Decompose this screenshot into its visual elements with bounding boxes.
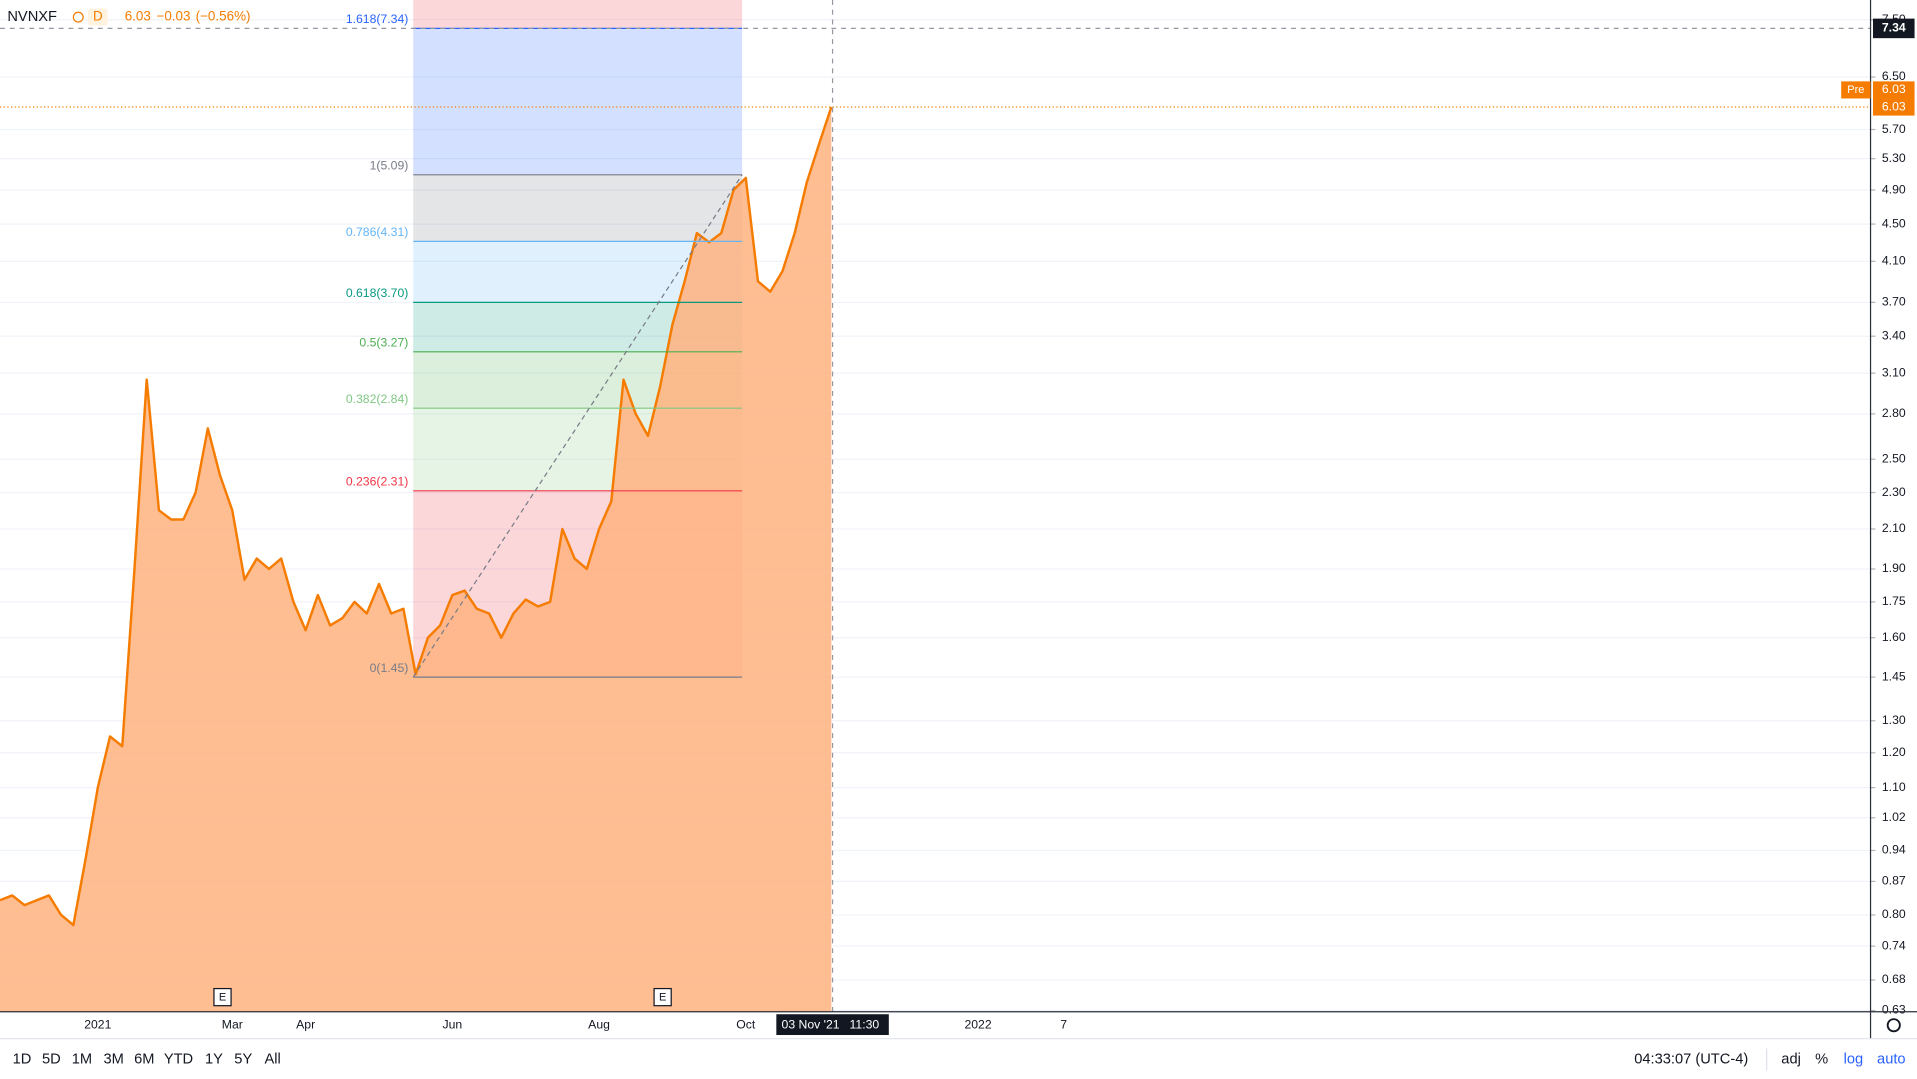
fib-level-label: 0(1.45) xyxy=(370,661,409,675)
y-tick-label: 4.90 xyxy=(1882,182,1906,196)
range-button[interactable]: 5D xyxy=(42,1051,61,1067)
header-change-pct: (−0.56%) xyxy=(196,9,251,24)
y-tick-label: 0.68 xyxy=(1882,972,1906,986)
pre-price-box xyxy=(1872,81,1915,99)
y-tick-label: 1.45 xyxy=(1882,669,1906,683)
y-tick-label: 1.30 xyxy=(1882,713,1906,727)
last-price-box xyxy=(1872,98,1915,116)
y-tick-label: 1.60 xyxy=(1882,630,1906,644)
y-tick-label: 1.20 xyxy=(1882,745,1906,759)
y-tick-label: 5.30 xyxy=(1882,151,1906,165)
fib-level-label: 1(5.09) xyxy=(370,158,409,172)
fib-level-label: 1.618(7.34) xyxy=(346,12,409,26)
y-tick-label: 2.30 xyxy=(1882,485,1906,499)
y-tick-label: 5.70 xyxy=(1882,122,1906,136)
y-tick-label: 3.40 xyxy=(1882,328,1906,342)
crosshair-time: 11:30 xyxy=(850,1017,880,1031)
y-tick-label: 3.70 xyxy=(1882,295,1906,309)
fib-level-label: 0.236(2.31) xyxy=(346,475,409,489)
y-tick-label: 2.50 xyxy=(1882,451,1906,465)
header-change: −0.03 xyxy=(156,9,190,24)
range-button[interactable]: 5Y xyxy=(234,1051,252,1067)
y-tick-label: 4.50 xyxy=(1882,216,1906,230)
fib-level-label: 0.618(3.70) xyxy=(346,286,409,300)
clock: 04:33:07 (UTC-4) xyxy=(1634,1051,1748,1067)
crosshair-time-box xyxy=(776,1014,889,1036)
x-tick-label: Aug xyxy=(588,1017,610,1031)
y-tick-label: 4.10 xyxy=(1882,254,1906,268)
area-fill xyxy=(0,107,832,1012)
y-tick-label: 1.75 xyxy=(1882,594,1906,608)
range-button[interactable]: 1M xyxy=(72,1051,92,1067)
y-tick-label: 0.63 xyxy=(1882,1003,1906,1017)
pre-price-label: 6.03 xyxy=(1882,82,1906,96)
pre-tag-label: Pre xyxy=(1847,84,1864,96)
header-price: 6.03 xyxy=(125,9,151,24)
symbol: NVNXF xyxy=(7,9,57,25)
x-tick-label: Jun xyxy=(442,1017,462,1031)
crosshair-date: 03 Nov '21 xyxy=(782,1017,840,1031)
option-button[interactable]: auto xyxy=(1877,1051,1906,1067)
range-button[interactable]: 1Y xyxy=(205,1051,223,1067)
fib-zone xyxy=(413,28,743,175)
x-tick-label: 7 xyxy=(1060,1017,1067,1031)
fib-level-label: 0.382(2.84) xyxy=(346,392,409,406)
y-tick-label: 0.74 xyxy=(1882,938,1906,952)
x-tick-label: 2022 xyxy=(964,1017,991,1031)
last-price-label: 6.03 xyxy=(1882,99,1906,113)
settings-icon[interactable] xyxy=(1886,1018,1901,1033)
x-tick-label: Oct xyxy=(736,1017,756,1031)
option-button[interactable]: log xyxy=(1844,1051,1864,1067)
earnings-marker[interactable] xyxy=(653,987,672,1007)
fib-zone xyxy=(413,174,743,242)
y-tick-label: 2.10 xyxy=(1882,521,1906,535)
x-tick-label: Apr xyxy=(296,1017,315,1031)
pre-tag-box xyxy=(1841,81,1871,99)
session-icon xyxy=(72,11,84,23)
y-tick-label: 2.80 xyxy=(1882,406,1906,420)
interval: D xyxy=(93,9,103,24)
x-tick-label: 2021 xyxy=(84,1017,111,1031)
crosshair-price-box xyxy=(1872,18,1915,39)
fib-level-label: 0.5(3.27) xyxy=(359,335,408,349)
earnings-marker-label: E xyxy=(219,992,226,1004)
y-tick-label: 1.10 xyxy=(1882,780,1906,794)
crosshair-price-label: 7.34 xyxy=(1882,21,1906,35)
fib-trend-line xyxy=(412,174,743,678)
y-tick-label: 0.94 xyxy=(1882,843,1906,857)
y-tick-label: 0.80 xyxy=(1882,907,1906,921)
fib-level-label: 0.786(4.31) xyxy=(346,225,409,239)
y-tick-label: 6.50 xyxy=(1882,69,1906,83)
range-button[interactable]: 1D xyxy=(13,1051,32,1067)
y-tick-label: 0.87 xyxy=(1882,874,1906,888)
range-button[interactable]: 6M xyxy=(134,1051,154,1067)
earnings-marker-label: E xyxy=(659,992,666,1004)
earnings-marker[interactable] xyxy=(213,987,232,1007)
range-button[interactable]: YTD xyxy=(164,1051,193,1067)
fib-zone-top xyxy=(413,0,743,29)
option-button[interactable]: adj xyxy=(1781,1051,1801,1067)
option-button[interactable]: % xyxy=(1815,1051,1828,1067)
range-button[interactable]: 3M xyxy=(104,1051,124,1067)
y-tick-label: 1.90 xyxy=(1882,561,1906,575)
range-button[interactable]: All xyxy=(264,1051,280,1067)
x-tick-label: Mar xyxy=(222,1017,243,1031)
y-tick-label: 1.02 xyxy=(1882,810,1906,824)
y-tick-label: 3.10 xyxy=(1882,365,1906,379)
interval-badge xyxy=(88,8,108,26)
